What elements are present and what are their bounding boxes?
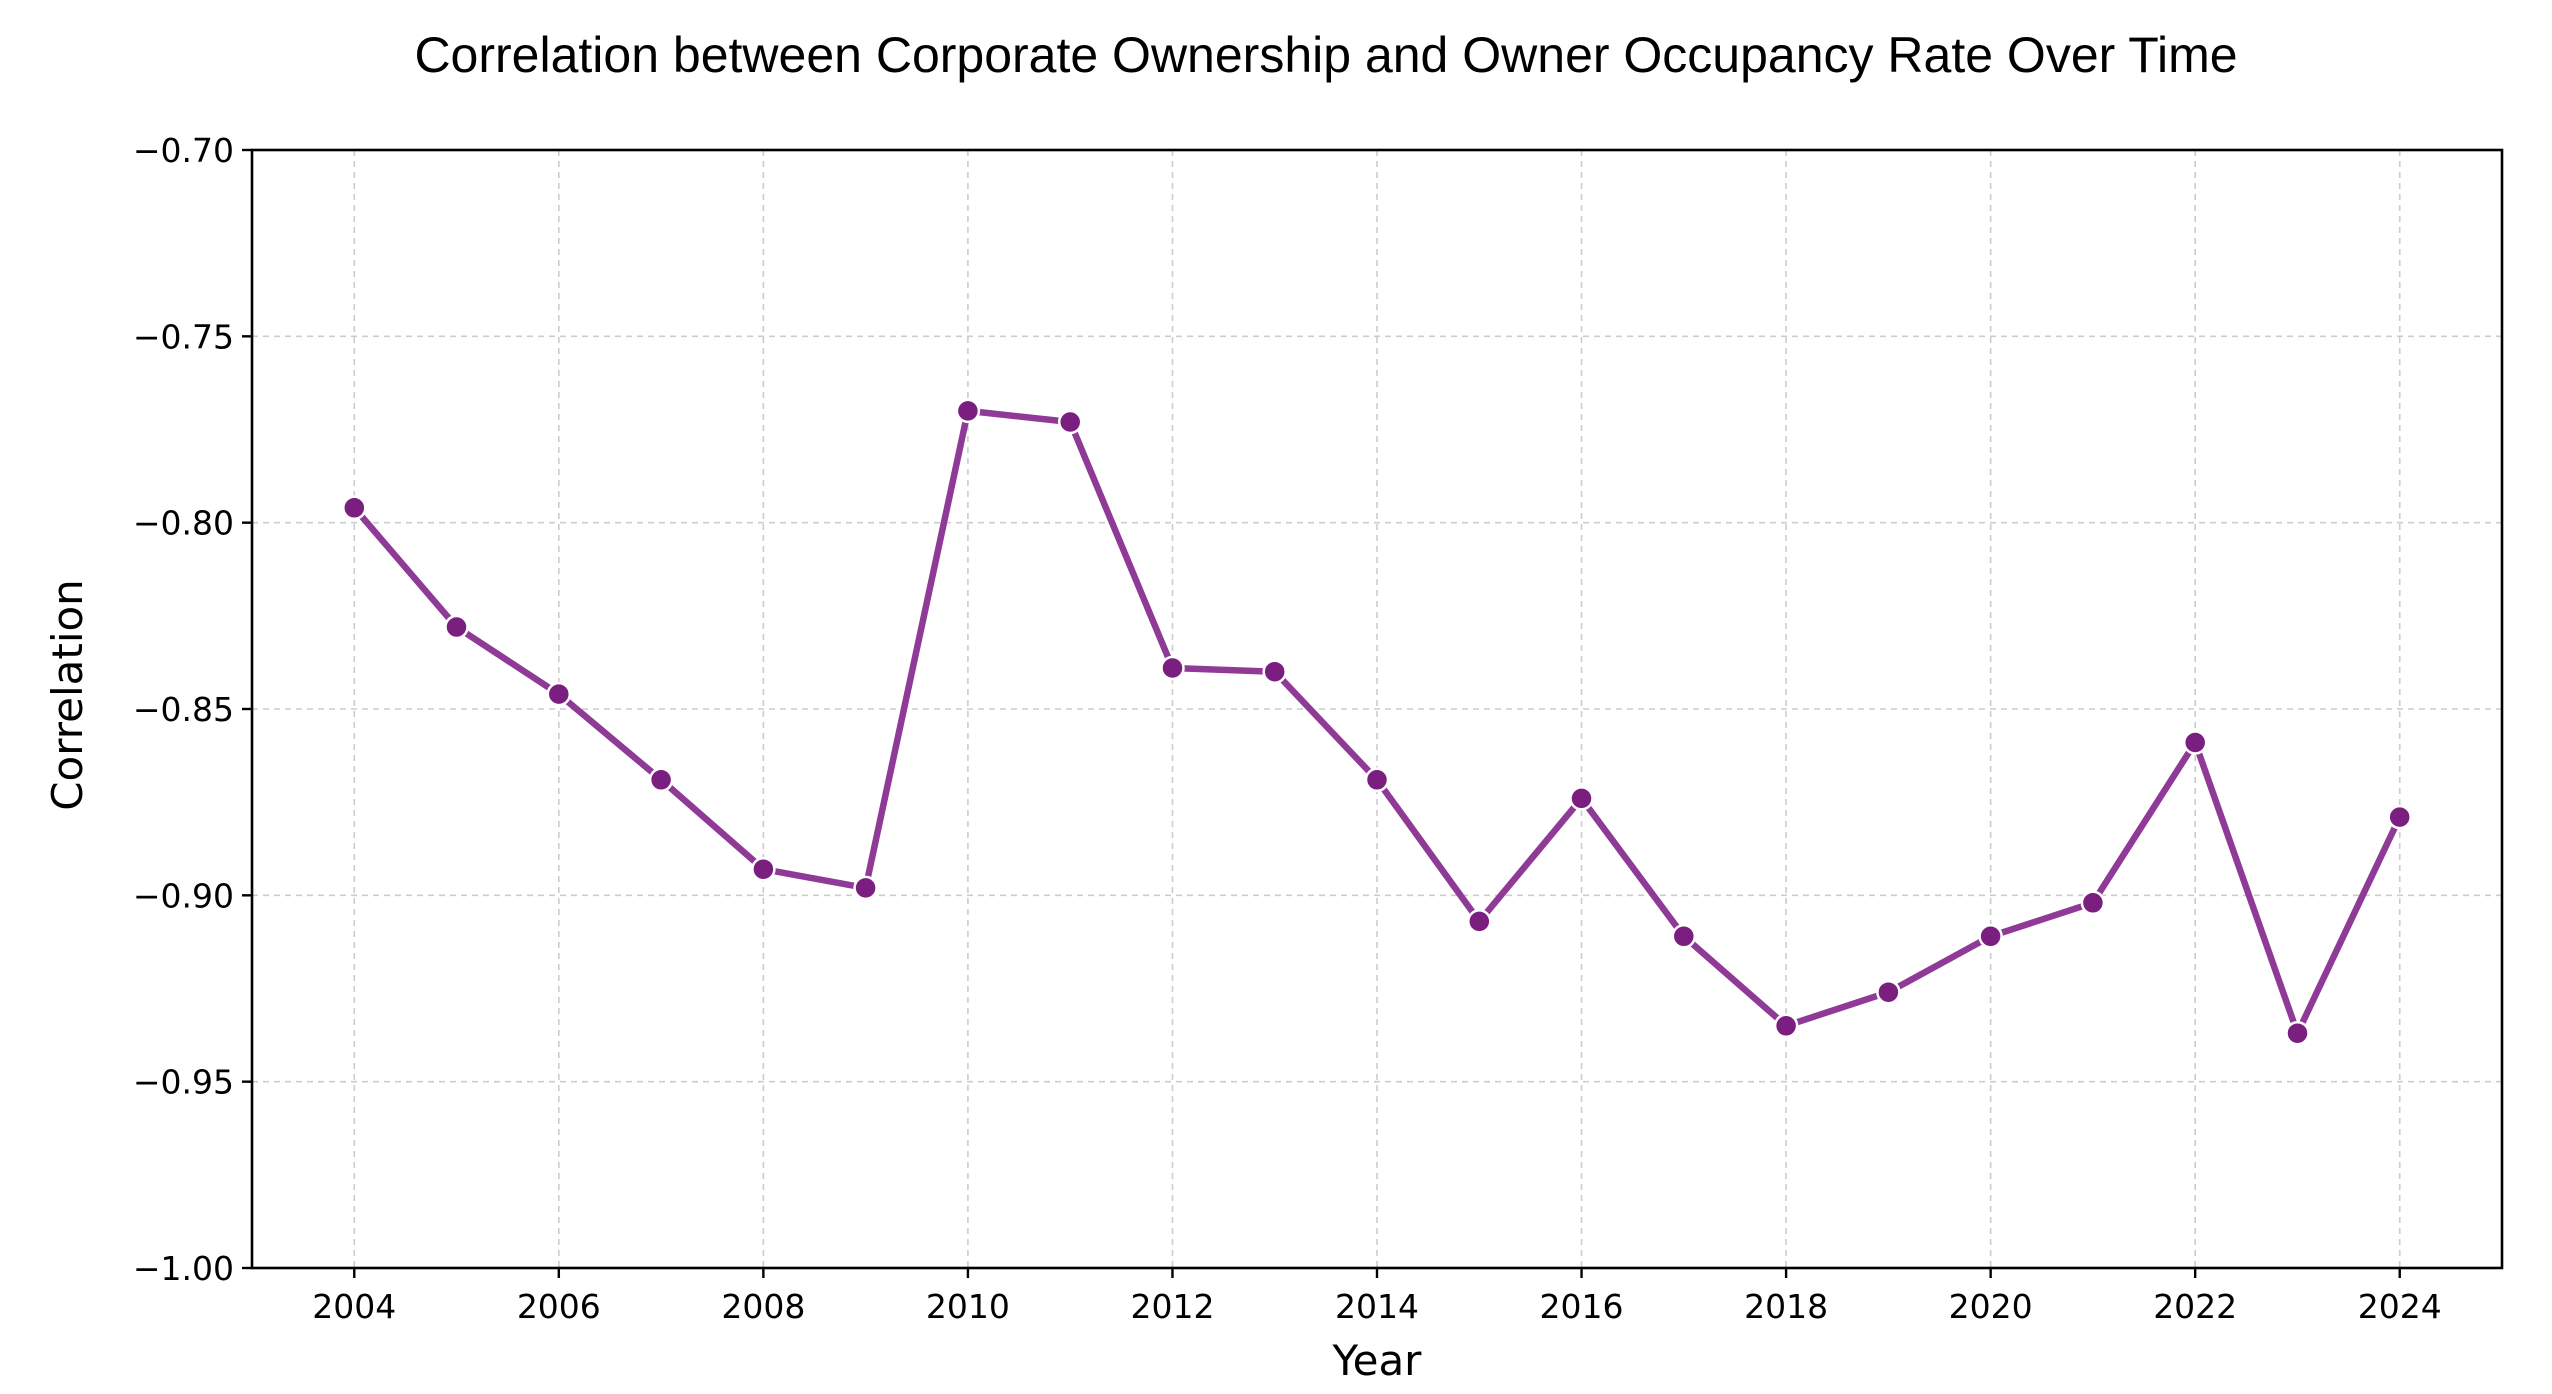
- x-tick-label: 2020: [1949, 1287, 2033, 1326]
- x-tick-label: 2004: [312, 1287, 396, 1326]
- x-tick-label: 2016: [1540, 1287, 1624, 1326]
- data-point: [2182, 730, 2208, 755]
- data-point: [853, 875, 878, 901]
- x-tick-label: 2024: [2358, 1287, 2442, 1326]
- x-tick-label: 2010: [926, 1287, 1010, 1326]
- data-point: [2080, 890, 2106, 916]
- data-point: [648, 767, 674, 793]
- data-point: [1160, 655, 1185, 681]
- data-point: [1262, 659, 1287, 684]
- y-axis-label: Correlation: [43, 579, 92, 811]
- data-point: [1978, 924, 2003, 949]
- x-tick-label: 2012: [1130, 1287, 1214, 1326]
- data-point: [1773, 1013, 1799, 1039]
- y-tick-label: −0.80: [133, 504, 234, 543]
- data-point: [1057, 409, 1083, 435]
- series-layer: [342, 398, 2412, 1046]
- y-tick-label: −0.75: [133, 317, 234, 356]
- y-tick-label: −0.95: [133, 1063, 234, 1102]
- data-point: [955, 398, 981, 424]
- data-point: [2285, 1020, 2310, 1046]
- y-tick-label: −1.00: [133, 1249, 234, 1288]
- x-tick-label: 2008: [721, 1287, 805, 1326]
- data-point: [1467, 909, 1492, 934]
- x-tick-label: 2022: [2153, 1287, 2237, 1326]
- y-tick-label: −0.90: [133, 876, 234, 915]
- x-tick-label: 2018: [1744, 1287, 1828, 1326]
- grid-lines: [252, 149, 2502, 1269]
- x-axis-label: Year: [1332, 1336, 1423, 1385]
- data-point: [2387, 804, 2412, 830]
- data-point: [751, 856, 776, 882]
- data-point: [1671, 924, 1697, 949]
- chart-title: Correlation between Corporate Ownership …: [414, 27, 2237, 83]
- data-point: [342, 495, 367, 521]
- y-tick-label: −0.85: [133, 690, 234, 729]
- x-tick-label: 2014: [1335, 1287, 1419, 1326]
- x-tick-label: 2006: [517, 1287, 601, 1326]
- data-point: [1569, 786, 1594, 811]
- axis-ticks: 2004 2006 2008 2010 2012 2014 2016 2018 2020 2022…: [133, 131, 2442, 1326]
- data-point: [1876, 979, 1901, 1005]
- data-point: [444, 614, 469, 640]
- data-point: [1364, 767, 1390, 793]
- data-point: [546, 681, 572, 707]
- plot-frame: [250, 148, 2504, 1270]
- y-tick-label: −0.70: [133, 131, 234, 170]
